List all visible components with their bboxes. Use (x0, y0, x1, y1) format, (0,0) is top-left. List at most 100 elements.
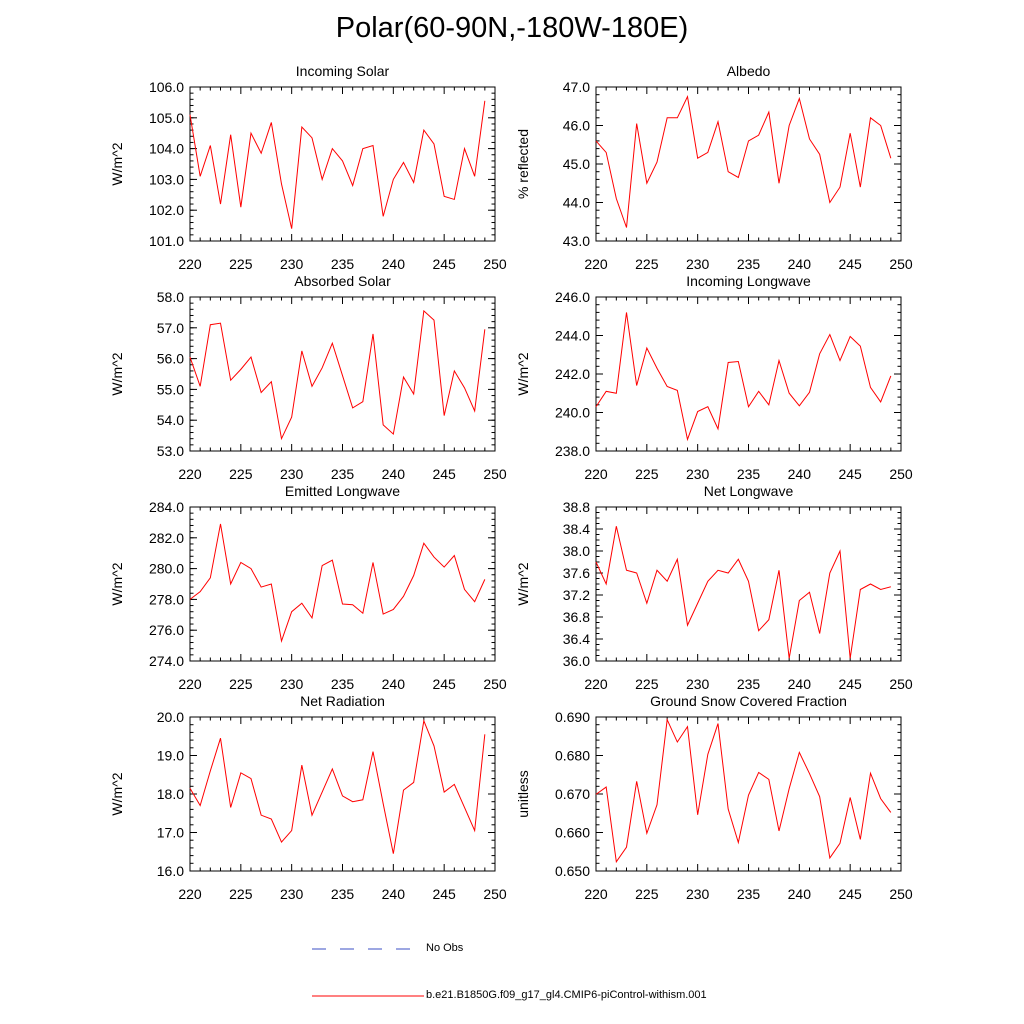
x-tick-label: 235 (737, 256, 761, 272)
x-tick-label: 240 (382, 886, 406, 902)
y-tick-label: 38.4 (563, 521, 590, 537)
series-line (595, 717, 892, 864)
x-tick-label: 230 (280, 466, 304, 482)
x-tick-label: 225 (229, 256, 253, 272)
x-tick-label: 225 (229, 466, 253, 482)
legend-model-line (312, 995, 424, 997)
panel-title: Absorbed Solar (294, 273, 391, 289)
y-tick-label: 38.8 (563, 499, 590, 515)
x-tick-label: 235 (331, 256, 355, 272)
plot-frame (595, 86, 902, 242)
panel: Absorbed Solar W/m^2 53.0 54.0 55.0 56.0 57.0 5… (109, 273, 507, 482)
x-tick-label: 250 (889, 676, 913, 692)
panel-title: Albedo (727, 63, 771, 79)
y-tick-label: 56.0 (157, 351, 184, 367)
y-tick-label: 284.0 (149, 499, 184, 515)
y-axis-label: % reflected (515, 129, 531, 199)
x-tick-label: 250 (483, 256, 507, 272)
x-tick-label: 220 (178, 466, 202, 482)
y-tick-label: 36.4 (563, 631, 590, 647)
y-tick-label: 20.0 (157, 709, 184, 725)
x-tick-label: 235 (737, 676, 761, 692)
y-tick-label: 16.0 (157, 863, 184, 879)
x-tick-label: 250 (889, 466, 913, 482)
panel: Incoming Longwave W/m^2 238.0 240.0 242.0 244… (515, 273, 913, 482)
y-tick-label: 0.670 (555, 786, 590, 802)
y-tick-label: 0.680 (555, 748, 590, 764)
series-line (595, 312, 892, 442)
panel: Albedo % reflected 43.0 44.0 45.0 46.0 47.0 220… (515, 63, 913, 272)
x-tick-label: 240 (382, 256, 406, 272)
y-tick-label: 36.8 (563, 609, 590, 625)
panel-title: Incoming Solar (296, 63, 390, 79)
y-tick-label: 278.0 (149, 591, 184, 607)
x-tick-label: 230 (280, 256, 304, 272)
y-tick-label: 0.650 (555, 863, 590, 879)
y-tick-label: 280.0 (149, 561, 184, 577)
legend-obs-line (312, 948, 424, 950)
y-axis-label: W/m^2 (515, 562, 531, 605)
y-tick-label: 17.0 (157, 825, 184, 841)
y-tick-label: 36.0 (563, 653, 590, 669)
y-tick-label: 19.0 (157, 748, 184, 764)
y-tick-label: 282.0 (149, 530, 184, 546)
plot-frame (189, 86, 496, 242)
y-axis-label: unitless (515, 770, 531, 817)
series-line (189, 523, 486, 643)
x-tick-label: 220 (584, 256, 608, 272)
x-tick-label: 230 (280, 886, 304, 902)
y-tick-label: 106.0 (149, 79, 184, 95)
x-tick-label: 235 (331, 886, 355, 902)
y-tick-label: 55.0 (157, 381, 184, 397)
x-tick-label: 240 (382, 466, 406, 482)
series-line (595, 94, 892, 228)
y-tick-label: 101.0 (149, 233, 184, 249)
panel: Emitted Longwave W/m^2 274.0 276.0 278.0 280.… (109, 483, 507, 692)
x-tick-label: 250 (483, 676, 507, 692)
y-tick-label: 44.0 (563, 195, 590, 211)
x-tick-label: 240 (788, 886, 812, 902)
y-tick-label: 240.0 (555, 405, 590, 421)
x-tick-label: 220 (584, 466, 608, 482)
x-tick-label: 220 (178, 676, 202, 692)
series-line (189, 100, 486, 229)
plot-frame (595, 506, 902, 662)
x-tick-label: 235 (331, 466, 355, 482)
y-axis-label: W/m^2 (515, 352, 531, 395)
x-tick-label: 230 (280, 676, 304, 692)
x-tick-label: 240 (382, 676, 406, 692)
y-tick-label: 244.0 (555, 328, 590, 344)
y-tick-label: 242.0 (555, 366, 590, 382)
panel: Ground Snow Covered Fraction unitless 0.65… (515, 693, 913, 902)
panel: Incoming Solar W/m^2 101.0 102.0 103.0 104.0 1… (109, 63, 507, 272)
x-tick-label: 220 (584, 676, 608, 692)
plot-frame (189, 506, 496, 662)
y-tick-label: 54.0 (157, 412, 184, 428)
x-tick-label: 220 (178, 886, 202, 902)
y-tick-label: 18.0 (157, 786, 184, 802)
x-tick-label: 250 (889, 886, 913, 902)
x-tick-label: 220 (178, 256, 202, 272)
panel-title: Incoming Longwave (686, 273, 811, 289)
x-tick-label: 230 (686, 886, 710, 902)
x-tick-label: 250 (889, 256, 913, 272)
y-tick-label: 238.0 (555, 443, 590, 459)
panel-title: Net Radiation (300, 693, 385, 709)
x-tick-label: 220 (584, 886, 608, 902)
series-line (595, 526, 891, 659)
page-title: Polar(60-90N,-180W-180E) (335, 12, 689, 44)
x-tick-label: 245 (838, 676, 862, 692)
x-tick-label: 245 (432, 886, 456, 902)
y-tick-label: 37.6 (563, 565, 590, 581)
x-tick-label: 245 (838, 466, 862, 482)
y-axis-label: W/m^2 (109, 142, 125, 185)
x-tick-label: 225 (635, 676, 659, 692)
y-tick-label: 246.0 (555, 289, 590, 305)
y-tick-label: 43.0 (563, 233, 590, 249)
x-tick-label: 245 (838, 886, 862, 902)
x-tick-label: 230 (686, 466, 710, 482)
series-line (189, 309, 486, 441)
x-tick-label: 235 (331, 676, 355, 692)
x-tick-label: 240 (788, 676, 812, 692)
y-tick-label: 46.0 (563, 118, 590, 134)
